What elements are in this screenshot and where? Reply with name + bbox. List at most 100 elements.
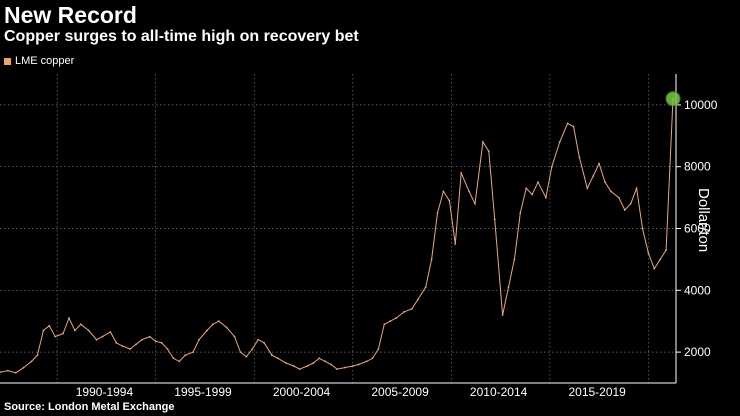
data-point bbox=[474, 202, 476, 205]
y-tick-label: 6000 bbox=[684, 222, 711, 236]
data-point bbox=[42, 329, 45, 332]
data-point bbox=[324, 360, 327, 363]
data-point bbox=[665, 249, 668, 252]
x-tick-label: 1990-1994 bbox=[76, 385, 134, 399]
data-point bbox=[598, 162, 601, 165]
data-point bbox=[424, 286, 427, 289]
data-point bbox=[251, 348, 254, 350]
data-point bbox=[493, 218, 496, 221]
data-point bbox=[225, 326, 228, 329]
x-tick-label: 2000-2004 bbox=[273, 385, 331, 399]
record-high-marker bbox=[665, 91, 681, 107]
data-point bbox=[641, 227, 644, 230]
data-point bbox=[306, 365, 309, 367]
data-point bbox=[154, 340, 157, 343]
data-point bbox=[468, 190, 470, 193]
data-point bbox=[79, 323, 82, 326]
data-point bbox=[610, 190, 612, 193]
y-tick-label: 4000 bbox=[684, 283, 711, 297]
y-tick-label: 10000 bbox=[684, 98, 718, 112]
x-tick-label: 2010-2014 bbox=[470, 385, 528, 399]
data-point bbox=[629, 202, 632, 205]
data-point bbox=[507, 286, 510, 289]
data-point bbox=[318, 357, 321, 360]
chart-title: New Record bbox=[4, 2, 137, 28]
price-line bbox=[0, 98, 674, 374]
data-point bbox=[436, 212, 439, 214]
data-point bbox=[198, 338, 200, 341]
data-point bbox=[95, 338, 98, 341]
data-point bbox=[245, 355, 248, 358]
data-point bbox=[647, 252, 650, 255]
data-point bbox=[115, 341, 118, 344]
legend: LME copper bbox=[4, 55, 74, 67]
data-point bbox=[635, 187, 638, 190]
data-point bbox=[141, 338, 143, 341]
data-point bbox=[448, 199, 451, 202]
x-tick-label: 2015-2019 bbox=[568, 385, 626, 399]
data-point bbox=[659, 258, 662, 261]
data-point bbox=[0, 371, 1, 374]
data-point bbox=[271, 354, 273, 357]
data-point bbox=[558, 141, 561, 143]
data-point bbox=[403, 311, 405, 313]
data-point bbox=[330, 363, 333, 366]
data-point bbox=[22, 366, 25, 369]
data-point bbox=[395, 317, 398, 320]
data-point bbox=[263, 341, 265, 344]
y-tick-label: 2000 bbox=[684, 345, 711, 359]
x-tick-label: 1995-1999 bbox=[174, 385, 232, 399]
data-point bbox=[129, 348, 131, 350]
data-point bbox=[292, 365, 295, 367]
data-point bbox=[211, 323, 214, 326]
data-point bbox=[276, 357, 279, 360]
chart-subtitle: Copper surges to all-time high on recove… bbox=[4, 28, 359, 45]
data-point bbox=[14, 371, 17, 374]
data-point bbox=[257, 338, 260, 341]
data-point bbox=[172, 357, 175, 360]
y-tick-label: 8000 bbox=[684, 160, 711, 174]
data-point bbox=[298, 368, 301, 370]
data-point bbox=[454, 243, 457, 245]
data-point bbox=[233, 335, 236, 338]
data-point bbox=[68, 317, 70, 320]
data-point bbox=[148, 335, 151, 338]
data-point bbox=[217, 320, 220, 323]
data-point bbox=[371, 357, 374, 360]
data-point bbox=[192, 351, 195, 353]
y-axis-label: Dollar/ton bbox=[695, 188, 712, 253]
data-point bbox=[566, 122, 569, 125]
data-point bbox=[586, 187, 589, 190]
data-point bbox=[430, 258, 433, 261]
data-point bbox=[239, 351, 242, 353]
data-point bbox=[389, 320, 392, 323]
data-point bbox=[377, 348, 380, 350]
data-point bbox=[604, 181, 606, 184]
data-point bbox=[121, 345, 124, 347]
data-point bbox=[653, 267, 656, 270]
x-tick-label: 2005-2009 bbox=[371, 385, 429, 399]
data-point bbox=[442, 190, 445, 193]
source-note: Source: London Metal Exchange bbox=[4, 401, 175, 413]
data-point bbox=[48, 324, 51, 327]
data-point bbox=[351, 365, 354, 367]
data-point bbox=[487, 150, 490, 153]
data-point bbox=[336, 368, 338, 370]
legend-label: LME copper bbox=[15, 55, 75, 67]
data-point bbox=[481, 141, 484, 143]
data-point bbox=[312, 362, 315, 364]
data-point bbox=[54, 335, 57, 338]
data-point bbox=[519, 212, 522, 214]
data-point bbox=[184, 354, 187, 357]
data-point bbox=[531, 193, 534, 196]
data-point bbox=[383, 323, 386, 326]
data-point bbox=[166, 348, 169, 350]
data-point bbox=[617, 196, 620, 199]
data-point bbox=[623, 209, 626, 211]
data-point bbox=[6, 369, 9, 372]
data-point bbox=[178, 360, 181, 363]
legend-swatch bbox=[4, 57, 11, 65]
data-point bbox=[101, 335, 104, 338]
data-point bbox=[357, 363, 360, 366]
